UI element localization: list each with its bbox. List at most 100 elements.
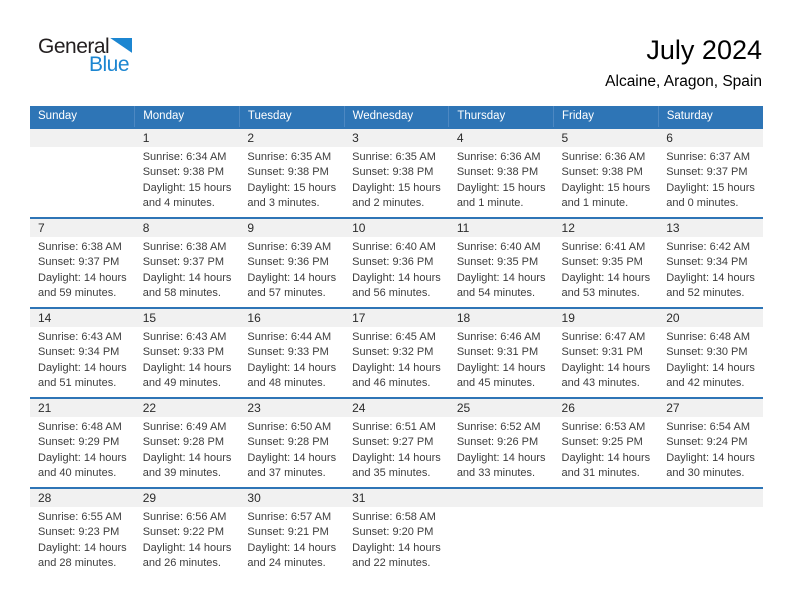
- day-details: Sunrise: 6:48 AM Sunset: 9:30 PM Daylight:…: [658, 327, 763, 391]
- day-number: 27: [658, 398, 763, 417]
- day-cell: 21 Sunrise: 6:48 AM Sunset: 9:29 PM Dayligh…: [30, 396, 135, 488]
- weekday-header-row: Sunday Monday Tuesday Wednesday Thursday Frid…: [30, 105, 763, 128]
- weekday-header-friday: Friday: [553, 105, 659, 128]
- daylight-text: Daylight: 15 hours and 4 minutes.: [142, 181, 232, 209]
- empty-day-cell: [553, 486, 659, 577]
- day-cell: 9 Sunrise: 6:39 AM Sunset: 9:36 PM Daylight…: [239, 216, 345, 308]
- daylight-text: Daylight: 15 hours and 1 minute.: [561, 181, 651, 209]
- day-number: 25: [448, 398, 554, 417]
- sunrise-text: Sunrise: 6:43 AM: [142, 330, 227, 343]
- day-number: 28: [30, 488, 135, 507]
- day-number: 29: [134, 488, 240, 507]
- daylight-text: Daylight: 14 hours and 59 minutes.: [38, 271, 127, 299]
- day-details: Sunrise: 6:50 AM Sunset: 9:28 PM Daylight:…: [239, 417, 344, 481]
- day-number: 20: [658, 308, 763, 327]
- sunrise-text: Sunrise: 6:55 AM: [38, 510, 122, 523]
- day-number: 7: [30, 218, 135, 237]
- week-row: 28 Sunrise: 6:55 AM Sunset: 9:23 PM Dayligh…: [30, 486, 763, 577]
- daylight-text: Daylight: 15 hours and 3 minutes.: [247, 181, 337, 209]
- sunset-text: Sunset: 9:38 PM: [352, 166, 434, 179]
- sunset-text: Sunset: 9:20 PM: [352, 526, 434, 539]
- day-cell: 22 Sunrise: 6:49 AM Sunset: 9:28 PM Dayligh…: [134, 396, 240, 488]
- sunrise-text: Sunrise: 6:36 AM: [456, 150, 541, 163]
- day-details: Sunrise: 6:36 AM Sunset: 9:38 PM Daylight:…: [449, 147, 554, 211]
- logo-text-blue: Blue: [89, 53, 130, 76]
- sunset-text: Sunset: 9:34 PM: [666, 256, 748, 269]
- day-cell: 17 Sunrise: 6:45 AM Sunset: 9:32 PM Dayligh…: [344, 306, 449, 398]
- sunset-text: Sunset: 9:26 PM: [456, 436, 539, 449]
- day-cell: 29 Sunrise: 6:56 AM Sunset: 9:22 PM Dayligh…: [134, 486, 240, 577]
- day-number: 12: [553, 218, 659, 237]
- day-number: 18: [448, 308, 554, 327]
- sunset-text: Sunset: 9:34 PM: [38, 346, 120, 359]
- sunset-text: Sunset: 9:29 PM: [38, 436, 120, 449]
- day-details: Sunrise: 6:40 AM Sunset: 9:35 PM Daylight:…: [449, 237, 554, 301]
- daylight-text: Daylight: 14 hours and 46 minutes.: [352, 361, 441, 389]
- sunrise-text: Sunrise: 6:40 AM: [352, 240, 436, 253]
- day-cell: 28 Sunrise: 6:55 AM Sunset: 9:23 PM Dayligh…: [30, 486, 135, 577]
- day-number: 30: [239, 488, 345, 507]
- daylight-text: Daylight: 14 hours and 40 minutes.: [38, 451, 127, 479]
- day-cell: 5 Sunrise: 6:36 AM Sunset: 9:38 PM Daylight…: [553, 126, 659, 218]
- day-number: 1: [134, 128, 240, 147]
- sunrise-text: Sunrise: 6:41 AM: [561, 240, 646, 253]
- daylight-text: Daylight: 14 hours and 52 minutes.: [666, 271, 755, 299]
- daylight-text: Daylight: 14 hours and 31 minutes.: [561, 451, 651, 479]
- sunrise-text: Sunrise: 6:42 AM: [666, 240, 750, 253]
- logo-triangle-icon: [110, 38, 133, 53]
- sunset-text: Sunset: 9:38 PM: [142, 166, 225, 179]
- day-number: 31: [344, 488, 449, 507]
- daylight-text: Daylight: 14 hours and 56 minutes.: [352, 271, 441, 299]
- sunset-text: Sunset: 9:28 PM: [142, 436, 225, 449]
- day-number: 5: [553, 128, 659, 147]
- sunset-text: Sunset: 9:36 PM: [247, 256, 329, 269]
- sunrise-text: Sunrise: 6:57 AM: [247, 510, 332, 523]
- weekday-header-wednesday: Wednesday: [343, 105, 449, 128]
- day-number: 6: [658, 128, 763, 147]
- day-details: Sunrise: 6:39 AM Sunset: 9:36 PM Daylight:…: [239, 237, 344, 301]
- week-row: 1 Sunrise: 6:34 AM Sunset: 9:38 PM Daylight…: [30, 126, 763, 218]
- day-details: Sunrise: 6:49 AM Sunset: 9:28 PM Daylight:…: [135, 417, 240, 481]
- day-cell: 18 Sunrise: 6:46 AM Sunset: 9:31 PM Dayligh…: [448, 306, 554, 398]
- day-cell: 12 Sunrise: 6:41 AM Sunset: 9:35 PM Dayligh…: [553, 216, 659, 308]
- weekday-header-tuesday: Tuesday: [238, 105, 345, 128]
- day-cell: 31 Sunrise: 6:58 AM Sunset: 9:20 PM Dayligh…: [344, 486, 449, 577]
- day-details: Sunrise: 6:38 AM Sunset: 9:37 PM Daylight:…: [30, 237, 135, 301]
- day-cell: 20 Sunrise: 6:48 AM Sunset: 9:30 PM Dayligh…: [658, 306, 763, 398]
- sunset-text: Sunset: 9:31 PM: [561, 346, 643, 359]
- daylight-text: Daylight: 14 hours and 26 minutes.: [142, 541, 232, 569]
- sunset-text: Sunset: 9:35 PM: [456, 256, 539, 269]
- sunrise-text: Sunrise: 6:43 AM: [38, 330, 122, 343]
- day-cell: 1 Sunrise: 6:34 AM Sunset: 9:38 PM Daylight…: [134, 126, 240, 218]
- day-details: Sunrise: 6:35 AM Sunset: 9:38 PM Daylight:…: [239, 147, 344, 211]
- day-number: 26: [553, 398, 659, 417]
- day-details: Sunrise: 6:34 AM Sunset: 9:38 PM Daylight:…: [135, 147, 240, 211]
- sunrise-text: Sunrise: 6:47 AM: [561, 330, 646, 343]
- day-cell: 19 Sunrise: 6:47 AM Sunset: 9:31 PM Dayligh…: [553, 306, 659, 398]
- page-header: General Blue July 2024 Alcaine, Aragon, …: [0, 0, 792, 91]
- sunset-text: Sunset: 9:21 PM: [247, 526, 329, 539]
- weekday-header-thursday: Thursday: [448, 105, 554, 128]
- day-cell: 13 Sunrise: 6:42 AM Sunset: 9:34 PM Dayligh…: [658, 216, 763, 308]
- sunset-text: Sunset: 9:30 PM: [666, 346, 748, 359]
- sunset-text: Sunset: 9:35 PM: [561, 256, 643, 269]
- weekday-header-saturday: Saturday: [657, 105, 763, 128]
- weekday-header-sunday: Sunday: [30, 105, 135, 128]
- day-details: Sunrise: 6:56 AM Sunset: 9:22 PM Daylight:…: [135, 507, 240, 571]
- sunset-text: Sunset: 9:24 PM: [666, 436, 748, 449]
- daylight-text: Daylight: 14 hours and 24 minutes.: [247, 541, 337, 569]
- day-details: Sunrise: 6:45 AM Sunset: 9:32 PM Daylight:…: [344, 327, 449, 391]
- day-number: 15: [134, 308, 240, 327]
- day-details: Sunrise: 6:52 AM Sunset: 9:26 PM Daylight:…: [449, 417, 554, 481]
- day-number: 13: [658, 218, 763, 237]
- day-details: Sunrise: 6:35 AM Sunset: 9:38 PM Daylight:…: [344, 147, 449, 211]
- week-row: 7 Sunrise: 6:38 AM Sunset: 9:37 PM Daylight…: [30, 216, 763, 308]
- day-cell: 3 Sunrise: 6:35 AM Sunset: 9:38 PM Daylight…: [344, 126, 449, 218]
- day-cell: 11 Sunrise: 6:40 AM Sunset: 9:35 PM Dayligh…: [448, 216, 554, 308]
- sunset-text: Sunset: 9:27 PM: [352, 436, 434, 449]
- week-row: 21 Sunrise: 6:48 AM Sunset: 9:29 PM Dayligh…: [30, 396, 763, 488]
- day-details: Sunrise: 6:48 AM Sunset: 9:29 PM Daylight:…: [30, 417, 135, 481]
- daylight-text: Daylight: 14 hours and 37 minutes.: [247, 451, 337, 479]
- daylight-text: Daylight: 15 hours and 1 minute.: [456, 181, 546, 209]
- day-number: 3: [344, 128, 449, 147]
